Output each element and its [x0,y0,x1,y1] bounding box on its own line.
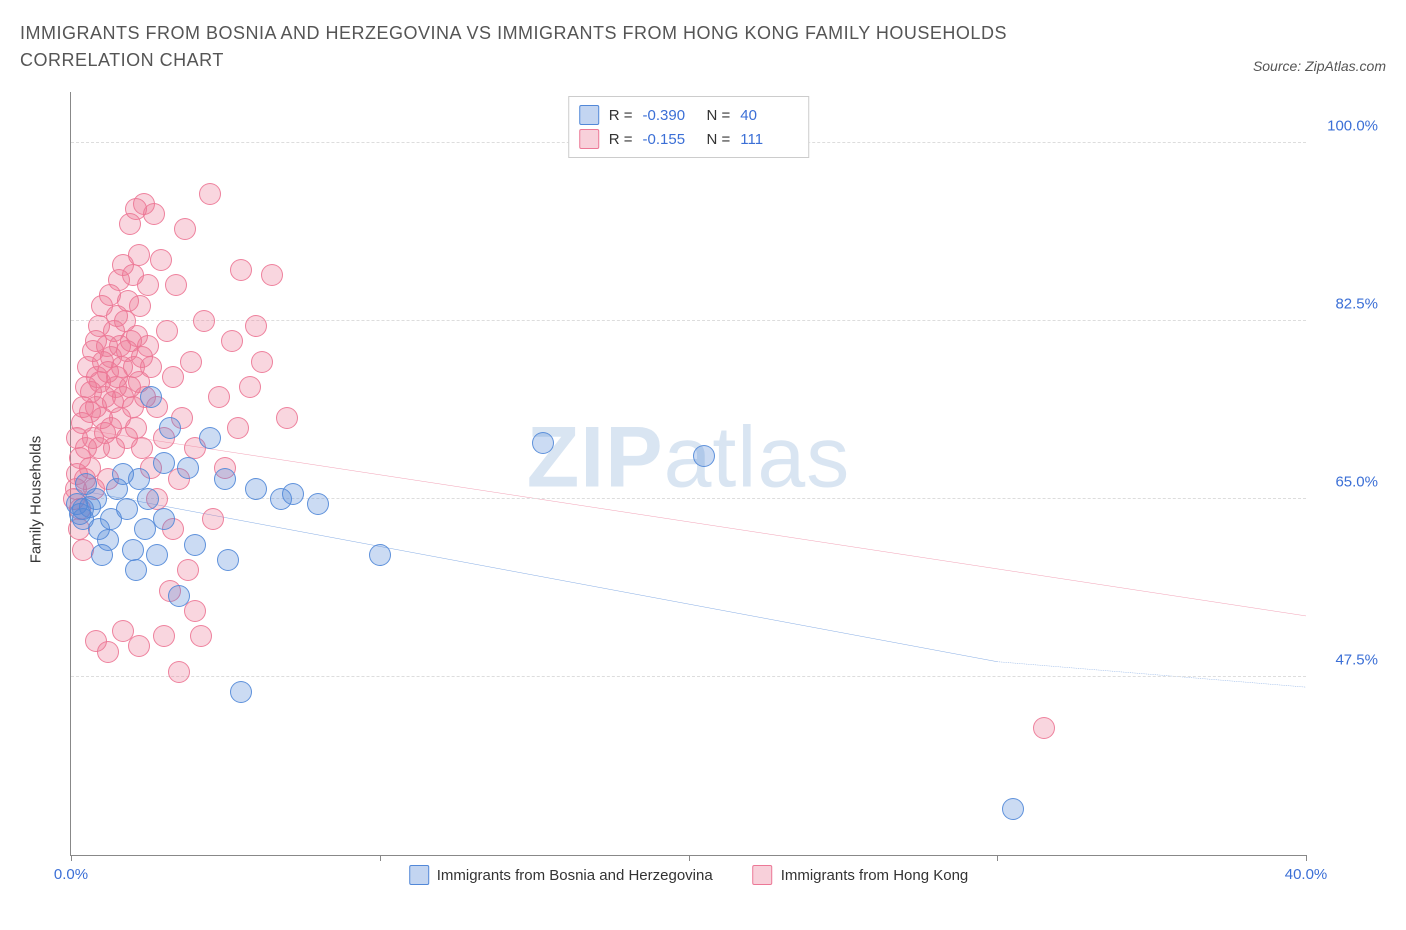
data-point-pink [128,244,150,266]
xtick-label: 0.0% [54,866,88,883]
data-point-pink [137,274,159,296]
xtick [689,855,690,861]
data-point-pink [193,310,215,332]
xtick [71,855,72,861]
data-point-blue [146,544,168,566]
xtick [1306,855,1307,861]
n-value-blue: 40 [740,107,794,124]
series-legend: Immigrants from Bosnia and Herzegovina I… [409,865,969,885]
watermark: ZIPatlas [527,409,850,508]
ytick-label: 100.0% [1314,117,1378,134]
data-point-blue [116,498,138,520]
data-point-pink [162,366,184,388]
xtick [380,855,381,861]
data-point-blue [128,468,150,490]
data-point-pink [150,249,172,271]
legend-item-blue: Immigrants from Bosnia and Herzegovina [409,865,713,885]
data-point-pink [143,203,165,225]
data-point-pink [276,407,298,429]
n-label: N = [707,131,731,148]
data-point-pink [261,264,283,286]
data-point-blue [532,432,554,454]
chart-title: IMMIGRANTS FROM BOSNIA AND HERZEGOVINA V… [20,20,1120,74]
data-point-pink [153,625,175,647]
data-point-pink [221,330,243,352]
data-point-pink [125,417,147,439]
swatch-pink [579,129,599,149]
data-point-blue [125,559,147,581]
data-point-blue [137,488,159,510]
data-point-pink [230,259,252,281]
ytick-label: 65.0% [1314,473,1378,490]
plot-region: R = -0.390 N = 40 R = -0.155 N = 111 ZIP… [70,92,1306,856]
data-point-blue [159,417,181,439]
legend-row-blue: R = -0.390 N = 40 [579,103,795,127]
data-point-pink [156,320,178,342]
data-point-blue [75,473,97,495]
data-point-pink [129,295,151,317]
data-point-blue [214,468,236,490]
swatch-pink [753,865,773,885]
data-point-pink [239,376,261,398]
data-point-blue [282,483,304,505]
ytick-label: 82.5% [1314,295,1378,312]
r-value-blue: -0.390 [643,107,697,124]
data-point-blue [245,478,267,500]
xtick [997,855,998,861]
data-point-blue [230,681,252,703]
data-point-pink [251,351,273,373]
series-label-blue: Immigrants from Bosnia and Herzegovina [437,867,713,884]
data-point-blue [168,585,190,607]
data-point-pink [137,335,159,357]
data-point-pink [112,620,134,642]
data-point-pink [245,315,267,337]
data-point-blue [307,493,329,515]
data-point-pink [168,661,190,683]
regression-lines [71,92,1306,855]
swatch-blue [409,865,429,885]
data-point-pink [165,274,187,296]
ytick-label: 47.5% [1314,651,1378,668]
n-label: N = [707,107,731,124]
legend-item-pink: Immigrants from Hong Kong [753,865,969,885]
data-point-pink [202,508,224,530]
data-point-pink [97,641,119,663]
data-point-blue [153,508,175,530]
data-point-blue [153,452,175,474]
y-axis-label: Family Households [28,436,45,564]
chart-area: Family Households R = -0.390 N = 40 R = … [20,86,1386,896]
data-point-pink [199,183,221,205]
data-point-blue [184,534,206,556]
r-value-pink: -0.155 [643,131,697,148]
data-point-blue [199,427,221,449]
correlation-legend: R = -0.390 N = 40 R = -0.155 N = 111 [568,96,810,158]
data-point-pink [131,437,153,459]
data-point-pink [190,625,212,647]
r-label: R = [609,131,633,148]
data-point-blue [1002,798,1024,820]
data-point-pink [227,417,249,439]
xtick-label: 40.0% [1285,866,1328,883]
n-value-pink: 111 [740,131,794,148]
data-point-pink [140,356,162,378]
data-point-blue [122,539,144,561]
gridline [71,676,1306,677]
data-point-pink [1033,717,1055,739]
data-point-blue [140,386,162,408]
data-point-pink [177,559,199,581]
swatch-blue [579,105,599,125]
data-point-blue [217,549,239,571]
source-label: Source: ZipAtlas.com [1253,58,1386,74]
r-label: R = [609,107,633,124]
data-point-blue [97,529,119,551]
data-point-pink [174,218,196,240]
series-label-pink: Immigrants from Hong Kong [781,867,969,884]
data-point-pink [208,386,230,408]
data-point-pink [180,351,202,373]
data-point-blue [369,544,391,566]
data-point-blue [693,445,715,467]
legend-row-pink: R = -0.155 N = 111 [579,127,795,151]
data-point-blue [177,457,199,479]
